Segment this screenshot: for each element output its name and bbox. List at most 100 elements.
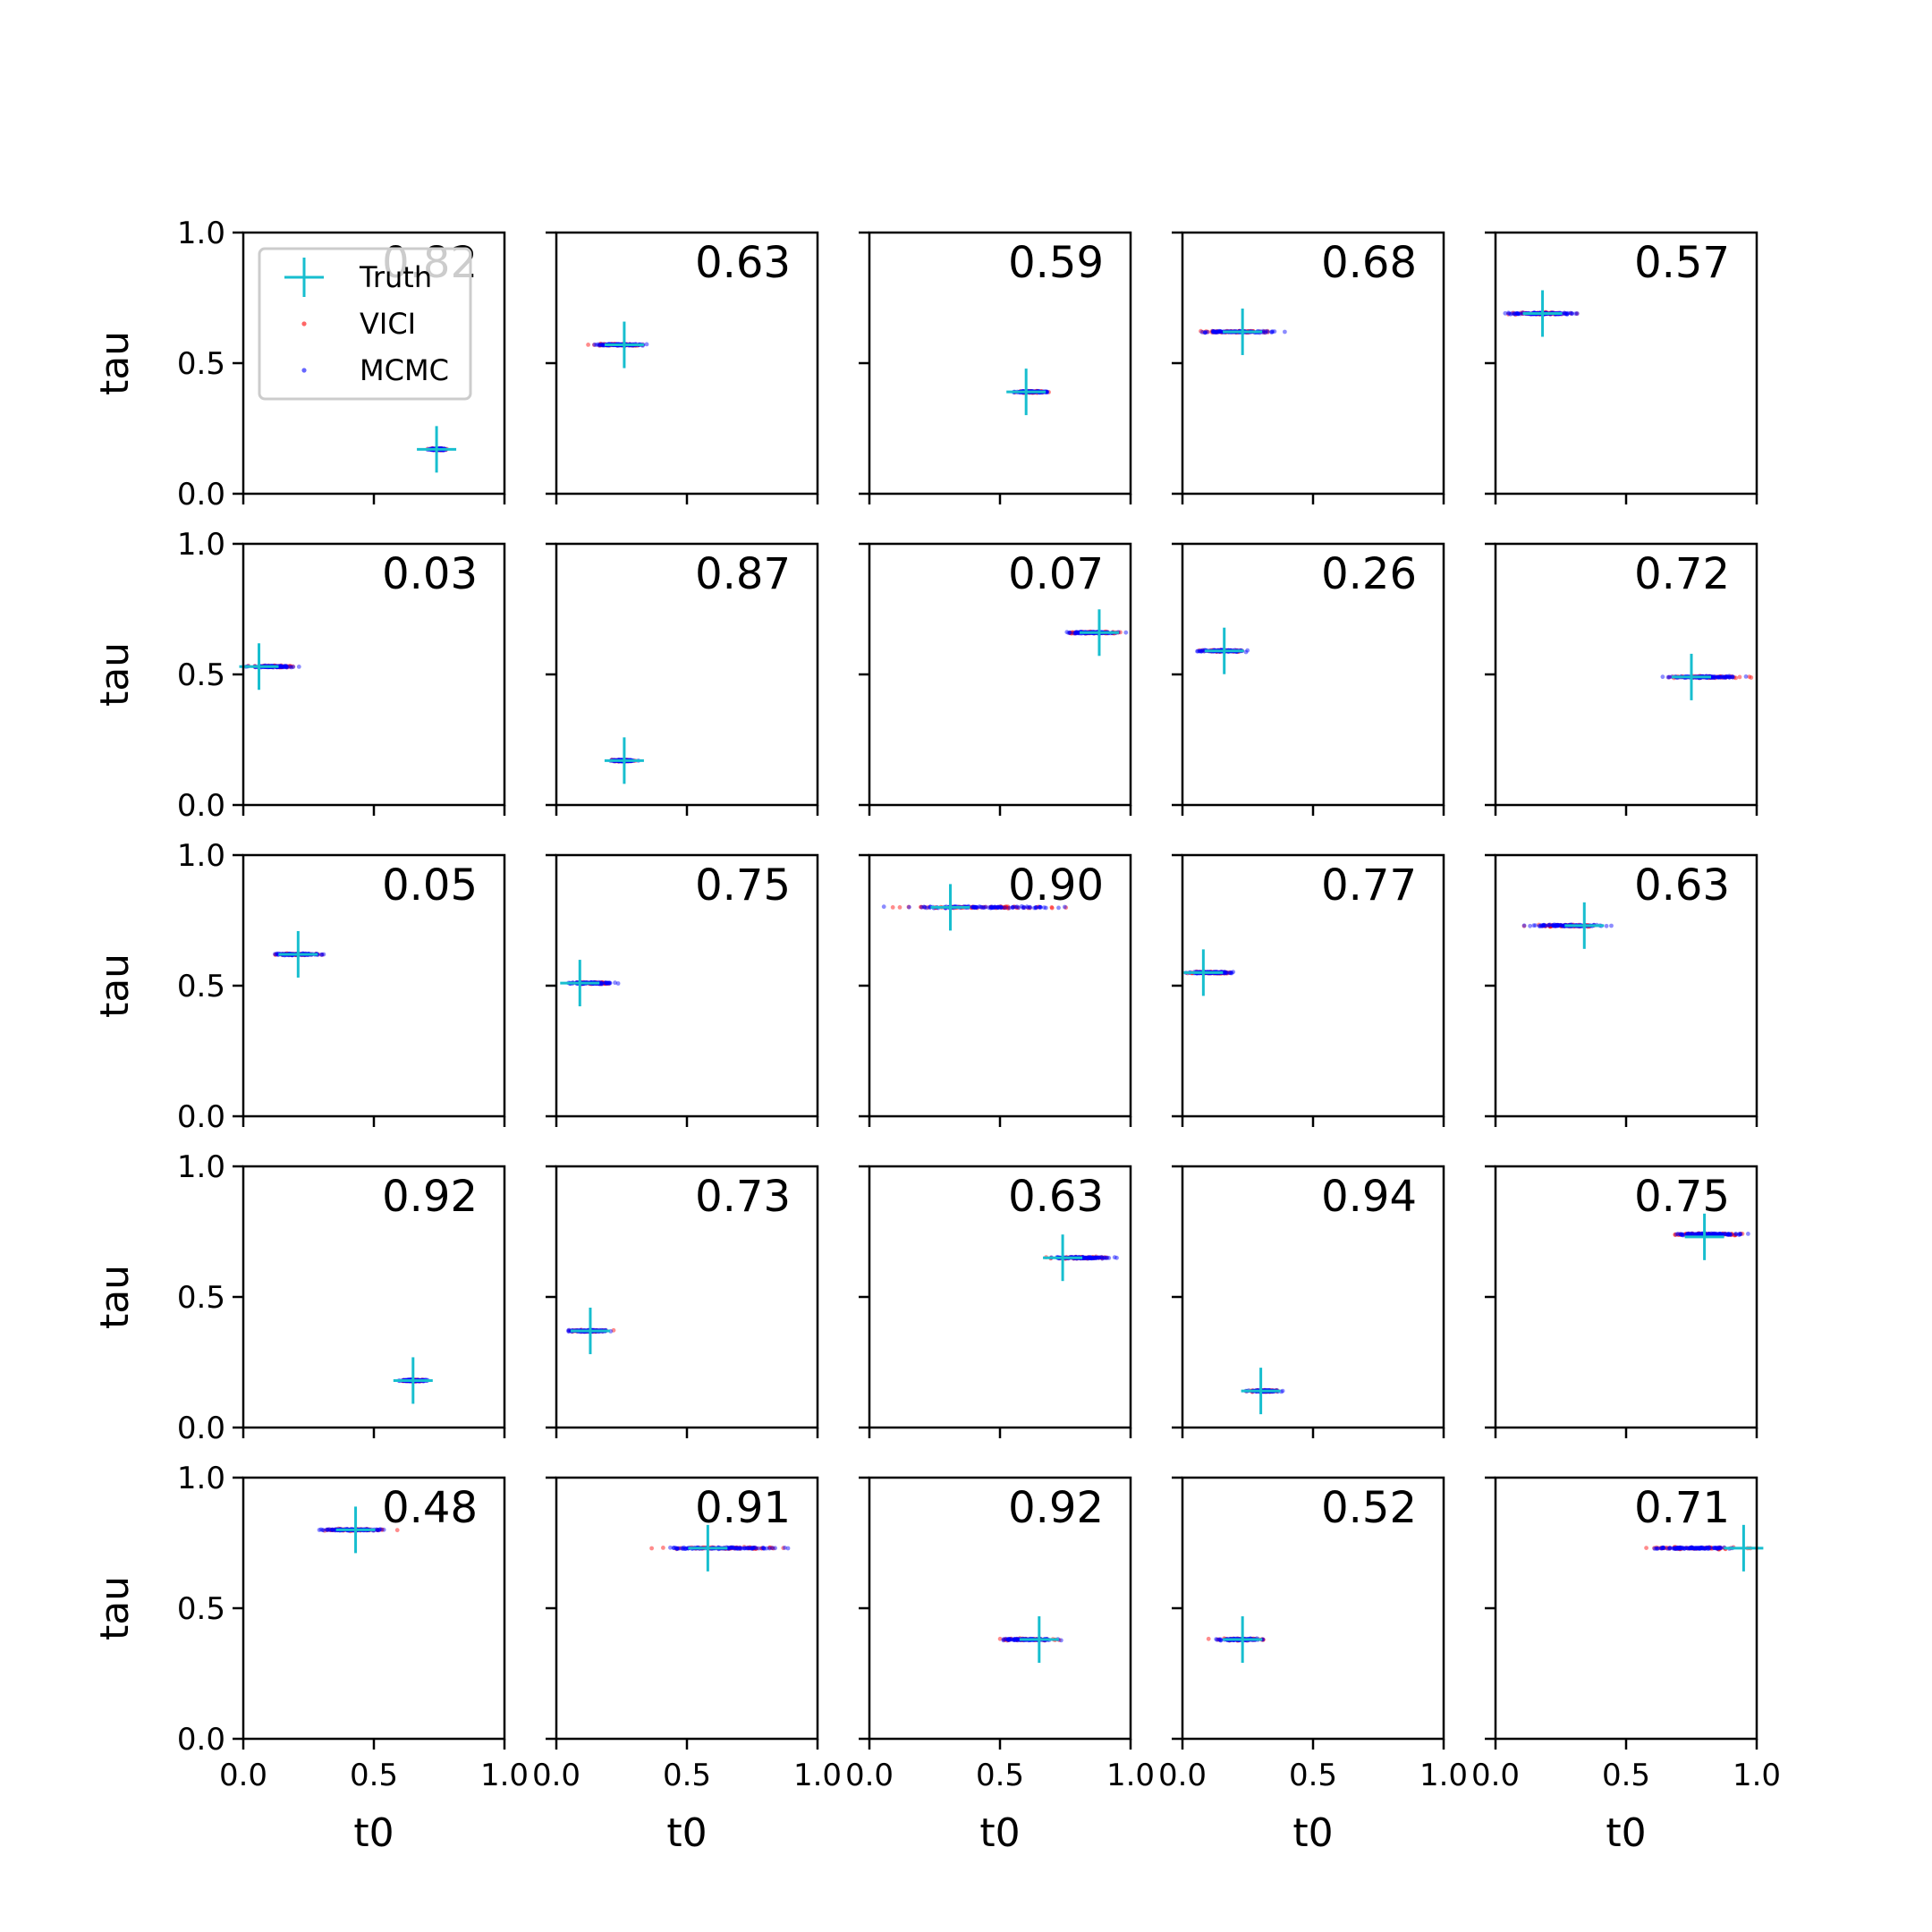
vici-sample (1049, 905, 1055, 910)
mcmc-sample (1682, 1546, 1687, 1551)
vici-sample (1676, 1546, 1681, 1551)
mcmc-sample (1697, 1232, 1701, 1236)
mcmc-sample (1012, 1638, 1017, 1642)
mcmc-sample (375, 1528, 380, 1533)
mcmc-sample (598, 343, 604, 347)
vici-sample (331, 1528, 336, 1533)
vici-sample (602, 981, 607, 987)
mcmc-sample (1265, 329, 1270, 335)
mcmc-sample (1722, 674, 1727, 680)
vici-sample (332, 1527, 337, 1532)
mcmc-sample (1218, 1637, 1223, 1642)
vici-sample (1118, 630, 1123, 635)
vici-sample (1720, 1232, 1724, 1237)
mcmc-sample (1033, 905, 1038, 911)
vici-sample (733, 1546, 737, 1551)
mcmc-sample (1554, 923, 1559, 928)
mcmc-sample (1086, 1255, 1091, 1260)
mcmc-sample (1021, 905, 1026, 911)
mcmc-sample (1088, 1255, 1092, 1260)
mcmc-sample (1687, 1546, 1691, 1551)
y-tick-label: 0.5 (177, 346, 225, 382)
y-tick-label: 1.0 (177, 1149, 225, 1185)
mcmc-sample (605, 980, 609, 986)
mcmc-sample (1707, 1546, 1712, 1551)
mcmc-sample (1558, 923, 1563, 928)
vici-sample (287, 664, 292, 668)
truth-marker (560, 960, 600, 1007)
mcmc-sample (1199, 648, 1204, 654)
mcmc-sample (1552, 923, 1556, 928)
mcmc-sample (1553, 923, 1557, 928)
panel-10: 0.72 (1485, 542, 1758, 816)
x-axis-label: t0 (979, 1810, 1020, 1856)
truth-marker (278, 930, 318, 978)
mcmc-sample (1725, 1232, 1730, 1237)
mcmc-sample (1720, 1232, 1725, 1237)
vici-sample (1678, 1233, 1683, 1237)
vici-sample (1656, 1546, 1661, 1551)
mcmc-sample (1083, 1255, 1089, 1260)
vici-sample (1693, 1546, 1699, 1551)
mcmc-sample (684, 1546, 689, 1551)
vici-sample (1216, 1637, 1222, 1642)
x-tick-label: 1.0 (1106, 1758, 1155, 1793)
mcmc-sample (1667, 1546, 1673, 1551)
mcmc-sample (1067, 630, 1072, 635)
mcmc-sample (970, 904, 976, 910)
mcmc-sample (1016, 1637, 1021, 1642)
vici-sample (1085, 1256, 1089, 1260)
mcmc-sample (566, 1328, 571, 1334)
mcmc-sample (1554, 922, 1558, 928)
vici-sample (329, 1528, 335, 1532)
panel-14: 0.77 (1172, 853, 1445, 1127)
vici-sample (759, 1546, 764, 1551)
mcmc-sample (1076, 631, 1081, 636)
vici-sample (753, 1546, 758, 1551)
mcmc-sample (1707, 1232, 1711, 1236)
mcmc-sample (1558, 922, 1563, 928)
mcmc-sample (745, 1546, 750, 1550)
y-tick-label: 1.0 (177, 838, 225, 874)
mcmc-sample (1001, 1637, 1006, 1642)
mcmc-sample (381, 1527, 386, 1532)
mcmc-sample (1714, 1232, 1718, 1237)
mcmc-sample (277, 664, 283, 669)
vici-sample (1710, 674, 1716, 680)
mcmc-sample (1218, 329, 1224, 334)
mcmc-sample (1665, 674, 1671, 680)
mcmc-sample (1686, 1232, 1690, 1237)
mcmc-sample (1700, 1546, 1706, 1551)
mcmc-sample (1082, 1255, 1087, 1260)
mcmc-sample (1710, 675, 1716, 680)
mcmc-sample (729, 1546, 734, 1550)
mcmc-sample (279, 665, 284, 670)
mcmc-sample (1227, 970, 1233, 975)
mcmc-sample (1224, 970, 1229, 975)
mcmc-sample (987, 905, 991, 911)
mcmc-sample (1655, 1546, 1660, 1551)
mcmc-sample (1555, 923, 1561, 928)
truth-marker (1079, 609, 1119, 657)
mcmc-sample (1698, 1232, 1702, 1237)
vici-sample (979, 905, 984, 910)
mcmc-sample (992, 904, 997, 910)
mcmc-sample (1695, 1232, 1700, 1237)
mcmc-sample (1726, 1233, 1731, 1237)
vici-sample (1213, 329, 1218, 335)
vici-sample (1200, 648, 1205, 653)
mcmc-sample (1516, 311, 1521, 316)
x-tick-label: 1.0 (480, 1758, 529, 1793)
x-axis-label: t0 (1606, 1810, 1646, 1856)
mcmc-sample (1708, 1231, 1714, 1236)
mcmc-sample (1699, 1546, 1705, 1551)
legend-truth-label: Truth (359, 260, 432, 294)
mcmc-sample (1709, 1232, 1715, 1237)
mcmc-sample (1743, 674, 1749, 679)
mcmc-sample (273, 952, 277, 957)
mcmc-sample (1724, 1232, 1730, 1237)
truth-marker (1204, 627, 1244, 674)
